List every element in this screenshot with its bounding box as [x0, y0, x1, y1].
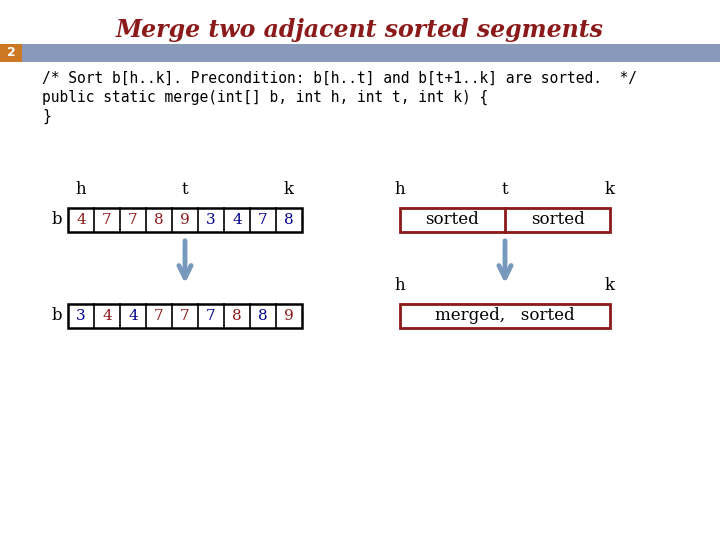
Text: 7: 7: [206, 309, 216, 323]
Bar: [400, 208, 610, 232]
Text: k: k: [605, 181, 615, 198]
Text: merged,   sorted: merged, sorted: [435, 307, 575, 325]
Text: t: t: [502, 181, 508, 198]
Text: 4: 4: [76, 213, 86, 227]
Text: /* Sort b[h..k]. Precondition: b[h..t] and b[t+1..k] are sorted.  */: /* Sort b[h..k]. Precondition: b[h..t] a…: [42, 71, 637, 85]
Text: }: }: [42, 109, 50, 124]
Text: 4: 4: [232, 213, 242, 227]
Text: 9: 9: [284, 309, 294, 323]
Bar: [0, 44, 22, 62]
Text: k: k: [605, 277, 615, 294]
Bar: [400, 304, 610, 328]
Text: 8: 8: [258, 309, 268, 323]
Text: 8: 8: [284, 213, 294, 227]
Bar: [68, 304, 302, 328]
Text: 8: 8: [232, 309, 242, 323]
Text: k: k: [284, 181, 294, 198]
Text: 7: 7: [128, 213, 138, 227]
Text: 7: 7: [180, 309, 190, 323]
Text: 3: 3: [76, 309, 86, 323]
Text: sorted: sorted: [426, 212, 480, 228]
Text: 3: 3: [206, 213, 216, 227]
Text: sorted: sorted: [531, 212, 585, 228]
Bar: [0, 44, 720, 62]
Text: 4: 4: [102, 309, 112, 323]
Text: 7: 7: [102, 213, 112, 227]
Text: b: b: [51, 212, 62, 228]
Text: public static merge(int[] b, int h, int t, int k) {: public static merge(int[] b, int h, int …: [42, 90, 488, 105]
Text: Merge two adjacent sorted segments: Merge two adjacent sorted segments: [116, 18, 604, 42]
Text: 7: 7: [258, 213, 268, 227]
Bar: [68, 208, 302, 232]
Text: t: t: [181, 181, 189, 198]
Text: 4: 4: [128, 309, 138, 323]
Text: 8: 8: [154, 213, 164, 227]
Text: h: h: [395, 181, 405, 198]
Text: h: h: [76, 181, 86, 198]
Text: b: b: [51, 307, 62, 325]
Text: 2: 2: [6, 46, 15, 59]
Text: h: h: [395, 277, 405, 294]
Text: 7: 7: [154, 309, 164, 323]
Text: 9: 9: [180, 213, 190, 227]
